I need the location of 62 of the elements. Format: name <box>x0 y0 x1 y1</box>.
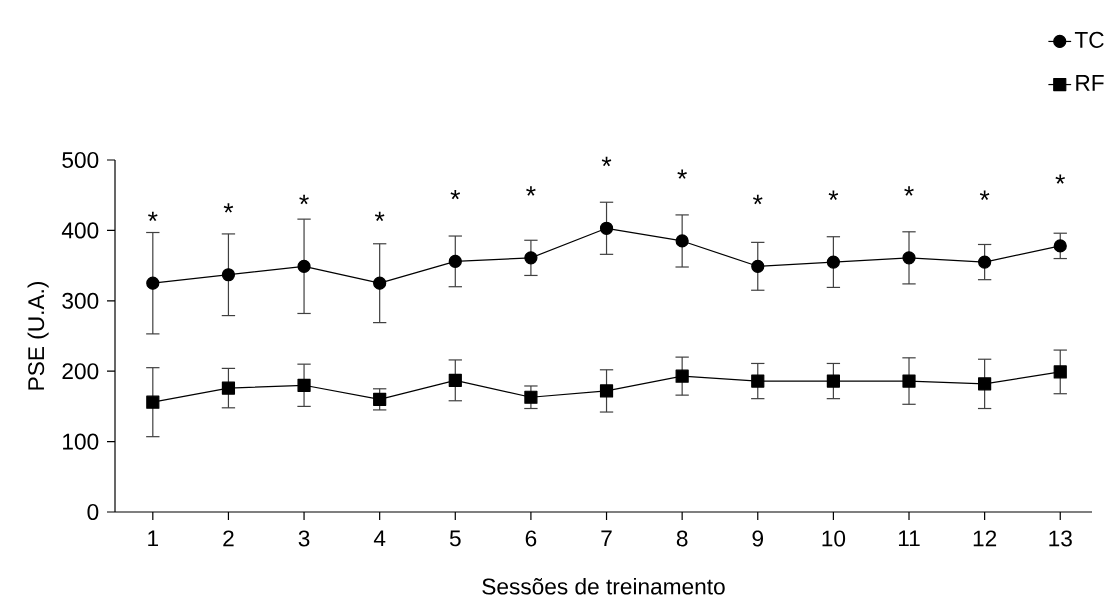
annotation: * <box>374 211 385 222</box>
point <box>675 369 689 383</box>
point <box>826 374 840 388</box>
x-tick-label: 10 <box>822 530 846 547</box>
point <box>221 268 236 282</box>
x-tick-label: 3 <box>298 530 310 547</box>
point <box>373 276 387 290</box>
point <box>978 377 992 391</box>
point <box>297 378 311 392</box>
annotation: * <box>828 190 839 200</box>
point <box>826 255 840 269</box>
x-tick-label: 11 <box>898 530 920 547</box>
point <box>448 254 462 268</box>
x-tick-label: 9 <box>752 530 764 547</box>
point <box>902 374 916 388</box>
x-tick-label: 5 <box>449 530 461 547</box>
annotation: * <box>148 211 158 222</box>
x-tick-label: 2 <box>223 530 234 547</box>
annotation: * <box>1055 174 1066 184</box>
x-tick-label: 6 <box>525 530 537 547</box>
point <box>599 221 614 235</box>
annotation: * <box>601 156 612 167</box>
point <box>1053 239 1067 253</box>
point <box>1053 365 1067 379</box>
x-tick-label: 1 <box>148 530 159 547</box>
point <box>524 251 538 265</box>
point <box>373 392 387 406</box>
x-tick-label: 4 <box>373 530 386 547</box>
point <box>978 255 992 269</box>
x-tick-label: 7 <box>601 530 612 547</box>
y-tick-label: 500 <box>62 151 99 169</box>
y-axis-title: PSE (U.A.) <box>27 282 49 390</box>
point <box>751 374 765 388</box>
x-tick-label: 8 <box>676 530 688 547</box>
annotation: * <box>450 189 461 200</box>
annotation: * <box>299 194 309 205</box>
point <box>448 373 462 387</box>
x-tick-label: 12 <box>973 530 997 547</box>
point <box>751 259 765 273</box>
point <box>146 276 160 290</box>
point <box>902 251 916 265</box>
y-tick-label: 0 <box>87 503 99 521</box>
point <box>599 384 614 398</box>
annotation: * <box>677 169 687 179</box>
point <box>675 234 689 248</box>
point <box>524 390 538 404</box>
annotation: * <box>904 186 914 196</box>
annotation: * <box>223 203 234 213</box>
x-axis-title: Sessões de treinamento <box>482 577 725 595</box>
y-tick-label: 200 <box>62 363 99 380</box>
annotation: * <box>979 190 990 200</box>
legend-label: RF <box>1076 75 1104 91</box>
legend-label: TC <box>1074 31 1104 48</box>
point <box>297 259 311 273</box>
point <box>221 381 236 395</box>
y-tick-label: 400 <box>61 222 99 239</box>
y-tick-label: 100 <box>63 433 99 450</box>
annotation: * <box>526 186 536 196</box>
point <box>146 395 160 409</box>
y-tick-label: 300 <box>62 292 99 309</box>
annotation: * <box>753 194 763 205</box>
x-tick-label: 13 <box>1049 530 1072 547</box>
